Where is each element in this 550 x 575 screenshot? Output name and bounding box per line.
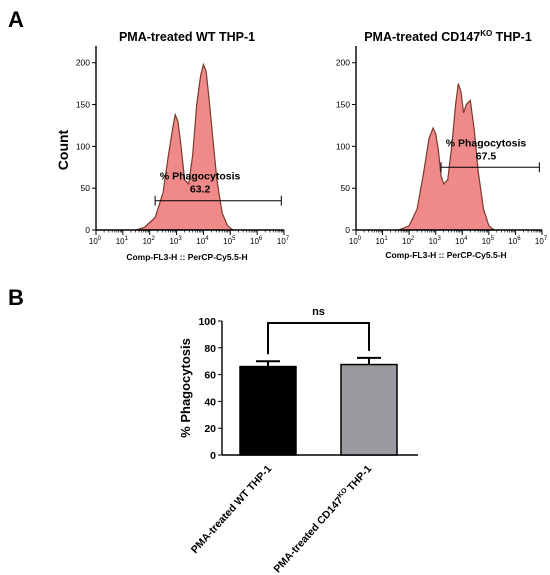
bar-category-label-wt: PMA-treated WT THP-1 — [189, 463, 275, 556]
histogram-wt-x-tick-label: 100 — [89, 236, 102, 246]
bar-chart-plot: 0 20 40 60 80 100 ns — [198, 306, 418, 462]
histogram-cd147ko-plot: 0 50 100 150 200 100 101 102 103 104 105 106 107 % Ph… — [336, 46, 548, 246]
histogram-cd147ko: PMA-treated CD147KO THP-1 0 50 100 150 200 10… — [336, 29, 548, 260]
histogram-cd147ko-y-tick-label: 0 — [345, 225, 350, 235]
histogram-cd147ko-y-tick-label: 200 — [336, 58, 350, 68]
histogram-wt-x-tick-label: 105 — [223, 236, 236, 246]
bar-chart-y-tick-label: 40 — [204, 396, 216, 408]
histogram-cd147ko-x-tick-label: 104 — [455, 236, 468, 246]
bar-category-label-cd147ko: PMA-treated CD147KOTHP-1 — [271, 463, 374, 575]
histogram-cd147ko-gate-value: 67.5 — [476, 150, 497, 162]
panel-label-b: B — [8, 285, 24, 310]
bar-chart-y-tick-label: 100 — [198, 316, 216, 328]
bar — [239, 365, 297, 456]
histogram-cd147ko-x-tick-label: 101 — [375, 236, 388, 246]
histogram-wt-xlabel: Comp-FL3-H :: PerCP-Cy5.5-H — [126, 252, 247, 262]
significance-label: ns — [312, 306, 325, 318]
bar-chart-y-tick-label: 80 — [204, 343, 216, 355]
histogram-wt-x-tick-label: 103 — [169, 236, 182, 246]
histogram-cd147ko-x-tick-label: 100 — [349, 236, 362, 246]
histogram-cd147ko-y-tick-label: 100 — [336, 141, 350, 151]
histogram-cd147ko-gate-label: % Phagocytosis — [446, 137, 527, 149]
histogram-cd147ko-y-tick-label: 50 — [341, 183, 351, 193]
bar-chart-ylabel: % Phagocytosis — [178, 338, 193, 438]
histogram-wt-gate-label: % Phagocytosis — [160, 171, 241, 183]
panel-label-a: A — [8, 7, 24, 32]
histogram-cd147ko-title: PMA-treated CD147KO THP-1 — [364, 29, 532, 44]
histogram-wt-y-tick-label: 100 — [76, 141, 90, 151]
histogram-wt-x-tick-label: 104 — [196, 236, 209, 246]
histogram-wt-title: PMA-treated WT THP-1 — [119, 30, 255, 44]
histogram-cd147ko-histogram-area — [398, 83, 496, 231]
histogram-cd147ko-x-tick-label: 106 — [508, 236, 521, 246]
histogram-wt-y-tick-label: 50 — [81, 183, 91, 193]
histogram-wt-gate-value: 63.2 — [190, 184, 211, 196]
histogram-wt-x-tick-label: 101 — [116, 236, 129, 246]
histogram-wt-histogram-area — [136, 62, 235, 231]
histogram-wt-y-tick-label: 0 — [85, 225, 90, 235]
bar — [340, 363, 398, 456]
histogram-cd147ko-x-tick-label: 105 — [482, 236, 495, 246]
histogram-cd147ko-y-tick-label: 150 — [336, 100, 350, 110]
histogram-wt: PMA-treated WT THP-1 Count 0 50 100 150 200 1… — [55, 30, 290, 262]
histogram-cd147ko-x-tick-label: 107 — [535, 236, 548, 246]
histogram-wt-ylabel: Count — [55, 129, 71, 170]
histogram-cd147ko-x-tick-label: 102 — [402, 236, 415, 246]
histogram-wt-y-tick-label: 200 — [76, 58, 90, 68]
significance-bracket — [267, 322, 370, 355]
bar-chart: % Phagocytosis 0 20 40 60 80 100 ns PMA-treate… — [178, 306, 418, 575]
bar-chart-y-tick-label: 20 — [204, 423, 216, 435]
bar-chart-y-tick-label: 60 — [204, 370, 216, 382]
histogram-wt-x-tick-label: 107 — [277, 236, 290, 246]
histogram-cd147ko-xlabel: Comp-FL3-H :: PerCP-Cy5.5-H — [385, 250, 506, 260]
bar-chart-y-tick-label: 0 — [210, 450, 216, 462]
histogram-cd147ko-x-tick-label: 103 — [429, 236, 442, 246]
histogram-wt-x-tick-label: 102 — [143, 236, 156, 246]
histogram-wt-plot: 0 50 100 150 200 100 101 102 103 104 105 106 107 % Ph… — [76, 46, 290, 246]
histogram-wt-x-tick-label: 106 — [250, 236, 263, 246]
histogram-wt-y-tick-label: 150 — [76, 100, 90, 110]
